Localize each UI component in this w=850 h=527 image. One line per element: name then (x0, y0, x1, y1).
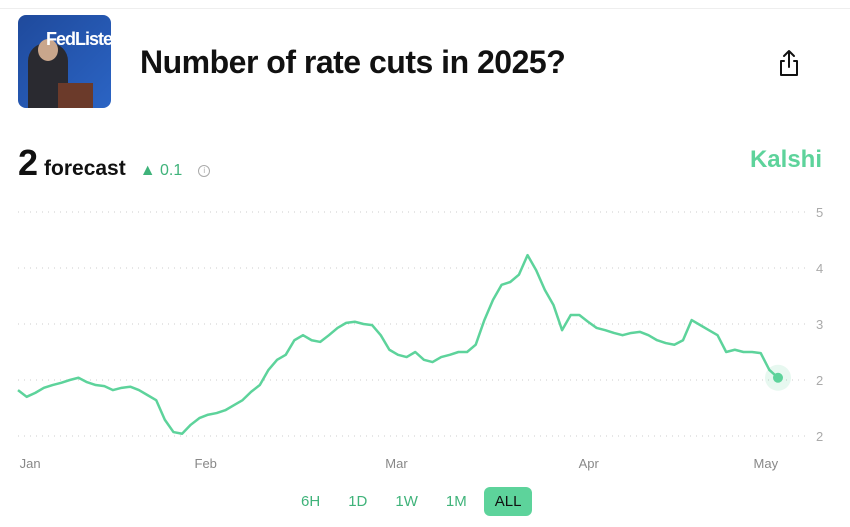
share-icon (780, 50, 798, 76)
market-title: Number of rate cuts in 2025? (140, 44, 566, 80)
forecast-headline: 2 forecast ▲ 0.1 i (18, 142, 211, 184)
time-range-selector: 6H 1D 1W 1M ALL (290, 487, 533, 516)
x-tick-label: Jan (20, 456, 41, 471)
info-icon[interactable]: i (198, 165, 211, 177)
market-thumbnail: FedListens (18, 15, 111, 108)
change-value: 0.1 (160, 162, 183, 179)
range-1m[interactable]: 1M (445, 493, 467, 510)
share-button[interactable] (776, 48, 802, 78)
y-tick-label: 5 (816, 205, 823, 220)
forecast-chart: 5 4 3 2 2 Jan Feb Mar Apr May (17, 205, 823, 471)
top-divider (0, 8, 850, 9)
y-tick-label: 2 (816, 429, 823, 444)
forecast-line (17, 253, 779, 436)
x-tick-label: Apr (579, 456, 600, 471)
y-tick-label: 4 (816, 261, 823, 276)
x-tick-label: May (754, 456, 779, 471)
y-tick-label: 3 (816, 317, 823, 332)
triangle-up-icon: ▲ (139, 162, 156, 179)
podium (58, 83, 93, 108)
x-tick-label: Feb (195, 456, 217, 471)
speaker-head (38, 39, 58, 61)
range-1w[interactable]: 1W (395, 493, 418, 510)
forecast-value: 2 (18, 142, 39, 183)
forecast-label: forecast (44, 157, 126, 180)
x-tick-label: Mar (385, 456, 408, 471)
forecast-change: ▲ 0.1 (140, 162, 183, 180)
current-point (773, 372, 783, 383)
range-all[interactable]: ALL (483, 487, 533, 516)
range-6h[interactable]: 6H (301, 493, 321, 510)
range-1d[interactable]: 1D (348, 493, 368, 510)
y-tick-label: 2 (816, 373, 823, 388)
brand-logo: Kalshi (749, 146, 822, 173)
thumbnail-text: FedListens (46, 29, 111, 49)
